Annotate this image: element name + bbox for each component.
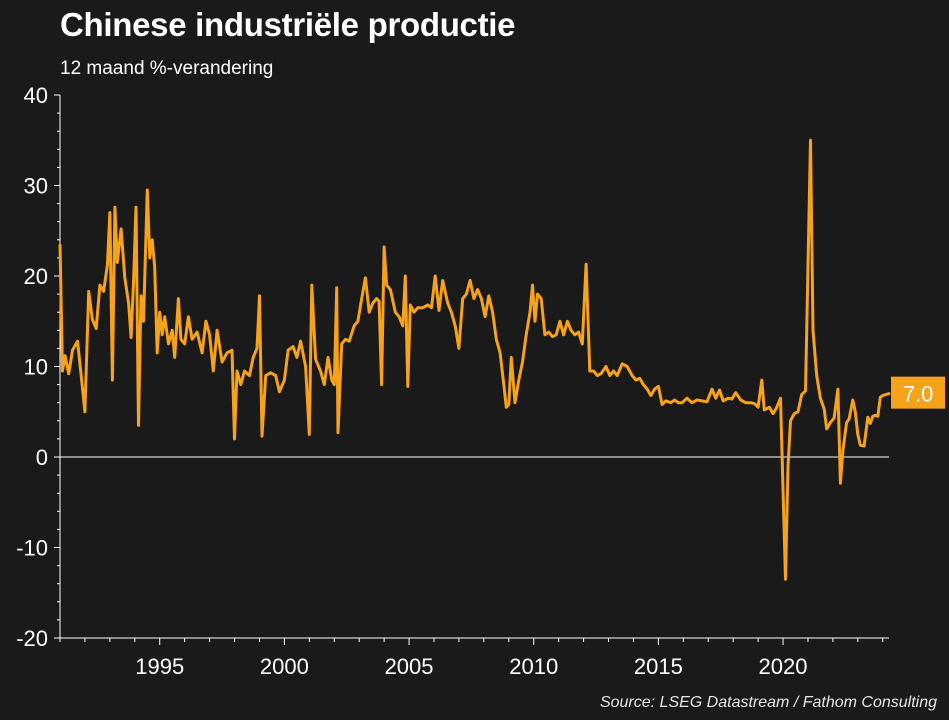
y-tick-label: 0 [36,445,48,470]
end-value-badge [891,376,945,409]
y-tick-label: 30 [24,174,48,199]
y-tick-label: 40 [24,83,48,108]
y-tick-label: 20 [24,264,48,289]
series-line [58,138,891,581]
x-tick-label: 2000 [260,654,309,679]
y-tick-label: -20 [16,626,48,651]
y-tick-label: -10 [16,536,48,561]
x-tick-label: 1995 [135,654,184,679]
end-value-label: 7.0 [903,382,934,407]
chart-subtitle: 12 maand %-verandering [60,58,274,79]
x-tick-label: 2010 [509,654,558,679]
x-tick-label: 2020 [759,654,808,679]
x-tick-label: 2015 [634,654,683,679]
y-tick-label: 10 [24,355,48,380]
chart-title: Chinese industriële productie [60,6,516,43]
x-tick-label: 2005 [385,654,434,679]
source-note: Source: LSEG Datastream / Fathom Consult… [599,694,937,711]
